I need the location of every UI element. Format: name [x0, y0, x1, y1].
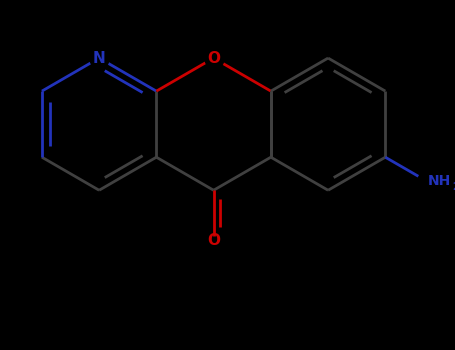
- Text: NH: NH: [428, 174, 451, 188]
- Text: O: O: [207, 232, 220, 247]
- Text: N: N: [93, 51, 106, 65]
- Text: 2: 2: [452, 182, 455, 192]
- Text: O: O: [207, 51, 220, 65]
